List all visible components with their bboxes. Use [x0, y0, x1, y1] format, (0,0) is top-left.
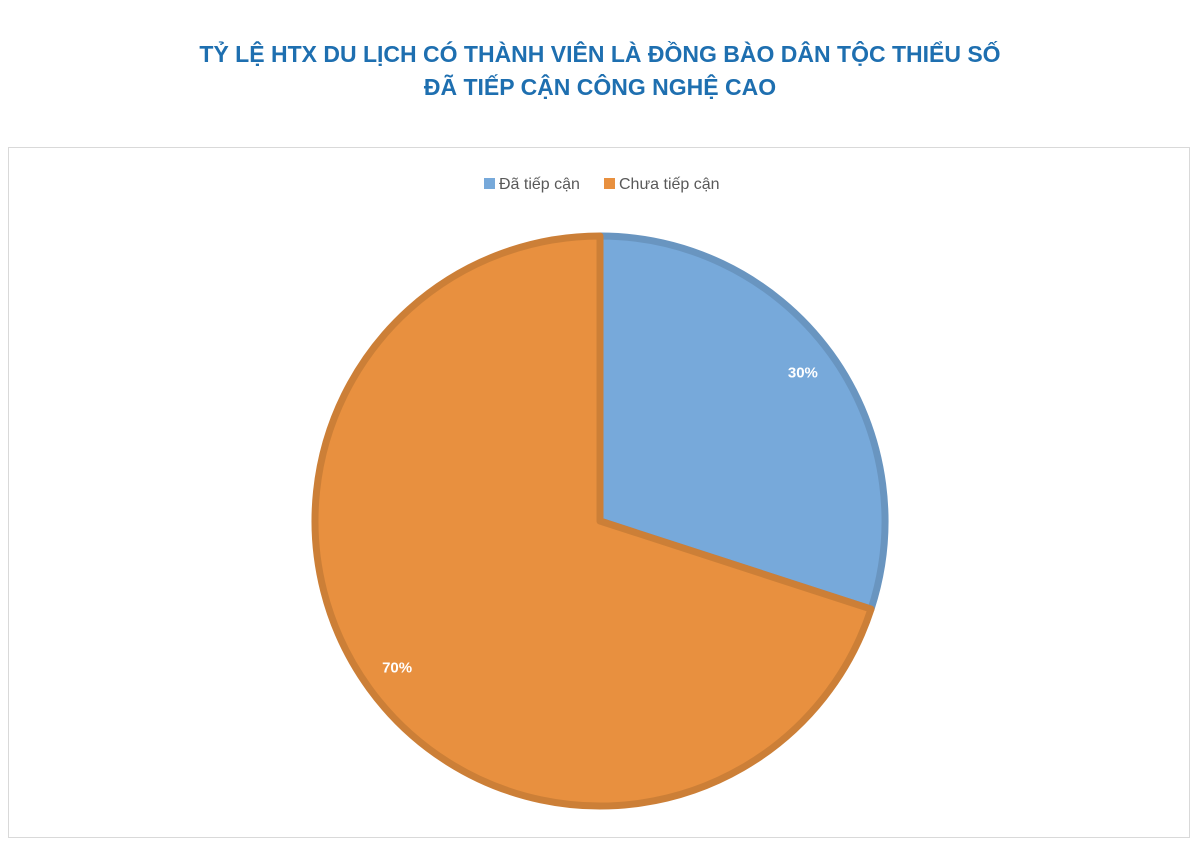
data-label: 30% — [788, 365, 818, 382]
data-label: 70% — [382, 659, 412, 676]
legend-label: Chưa tiếp cận — [619, 176, 720, 193]
legend-label: Đã tiếp cận — [499, 176, 580, 193]
plot-frame — [8, 147, 1190, 838]
chart-title: ĐÃ TIẾP CẬN CÔNG NGHỆ CAO — [424, 73, 776, 100]
legend-swatch — [484, 178, 495, 189]
pie-slice — [596, 232, 889, 613]
chart-title: TỶ LỆ HTX DU LỊCH CÓ THÀNH VIÊN LÀ ĐỒNG … — [199, 39, 1000, 67]
legend-swatch — [604, 178, 615, 189]
pie-slice — [311, 232, 875, 810]
